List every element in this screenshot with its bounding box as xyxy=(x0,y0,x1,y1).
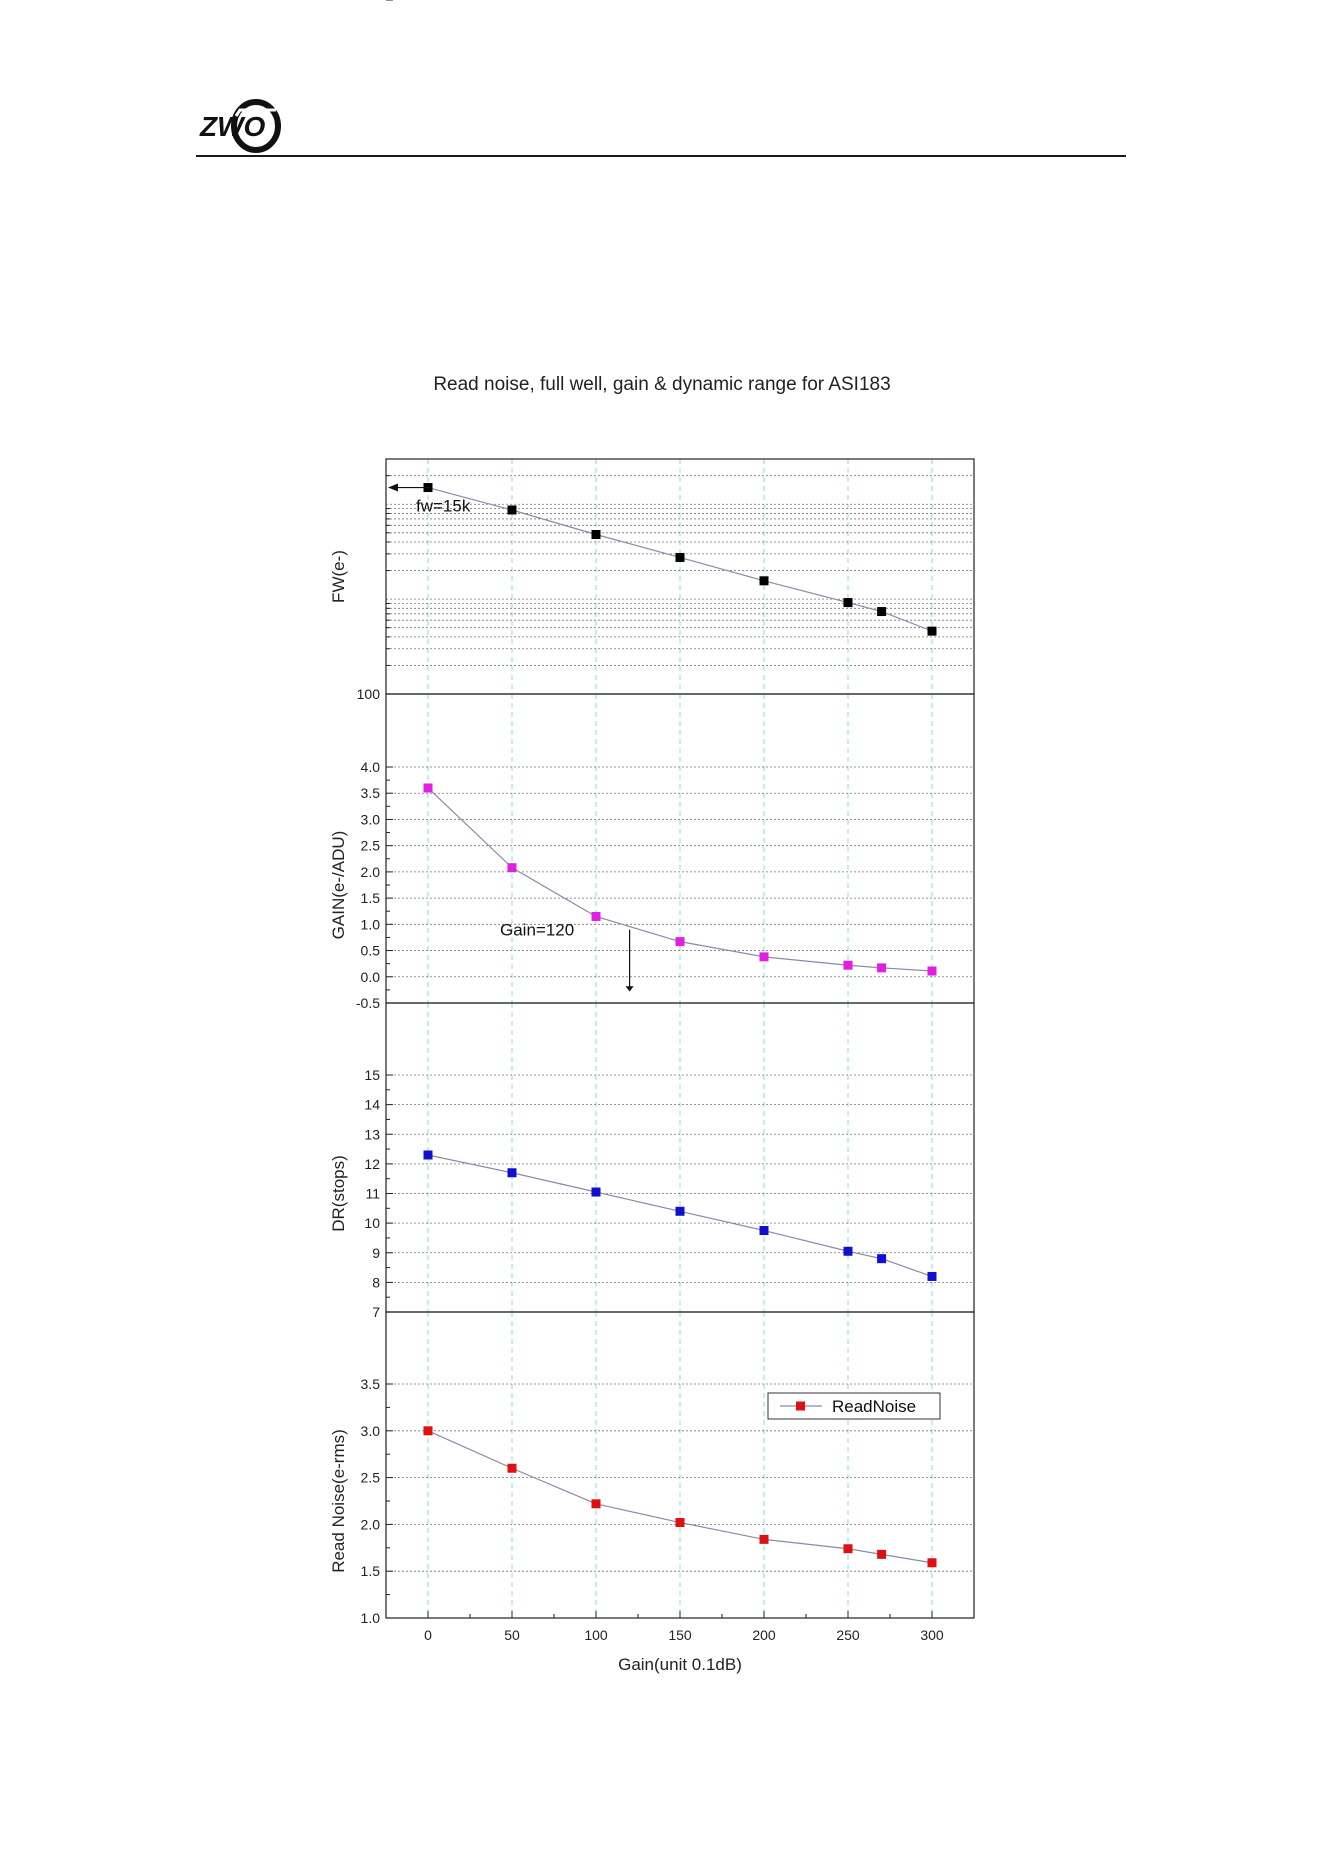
y-axis-title-gain: GAIN(e-/ADU) xyxy=(329,831,348,940)
data-point-gain xyxy=(760,952,769,961)
y-tick-label: 2.0 xyxy=(361,864,381,880)
legend-marker xyxy=(796,1402,805,1411)
y-tick-label: 1.5 xyxy=(361,890,381,906)
data-point-rn xyxy=(877,1550,886,1559)
data-point-dr xyxy=(508,1168,517,1177)
data-point-dr xyxy=(424,1150,433,1159)
y-tick-label: 7 xyxy=(372,1304,380,1320)
data-point-dr xyxy=(877,1254,886,1263)
x-axis-title: Gain(unit 0.1dB) xyxy=(618,1655,742,1674)
data-point-gain xyxy=(676,937,685,946)
y-tick-label: 1.0 xyxy=(361,916,381,932)
data-point-dr xyxy=(760,1226,769,1235)
x-tick-label: 100 xyxy=(584,1627,608,1643)
data-point-fw xyxy=(844,598,853,607)
x-tick-label: 250 xyxy=(836,1627,860,1643)
data-point-fw xyxy=(877,607,886,616)
y-tick-label: 0.0 xyxy=(361,969,381,985)
data-point-rn xyxy=(676,1518,685,1527)
y-tick-label: -0.5 xyxy=(356,995,380,1011)
data-point-gain xyxy=(928,967,937,976)
y-tick-label: 9 xyxy=(372,1245,380,1261)
y-tick-label: 2.5 xyxy=(361,838,381,854)
y-tick-label: 10 xyxy=(364,1215,380,1231)
y-tick-label: 3.0 xyxy=(361,811,381,827)
y-tick-label: 11 xyxy=(365,1186,380,1202)
y-tick-label: 12 xyxy=(364,1156,380,1172)
data-point-rn xyxy=(760,1535,769,1544)
data-point-gain xyxy=(508,863,517,872)
y-tick-label: 8 xyxy=(372,1274,380,1290)
data-point-dr xyxy=(844,1247,853,1256)
data-point-rn xyxy=(844,1544,853,1553)
legend-label: ReadNoise xyxy=(832,1397,916,1416)
y-tick-label: 3.0 xyxy=(361,1423,381,1439)
data-point-rn xyxy=(424,1426,433,1435)
y-tick-label: 1.5 xyxy=(361,1563,381,1579)
y-tick-label: 2.5 xyxy=(361,1470,381,1486)
data-point-dr xyxy=(676,1207,685,1216)
annotation-gain: Gain=120 xyxy=(500,921,574,940)
y-tick-label: 3.5 xyxy=(361,1376,381,1392)
y-tick-label: 3.5 xyxy=(361,785,381,801)
y-tick-label: 1.0 xyxy=(361,1610,381,1626)
y-tick-label: 100 xyxy=(357,686,381,702)
y-tick-label: 14 xyxy=(364,1097,380,1113)
y-axis-title-rn: Read Noise(e-rms) xyxy=(329,1429,348,1573)
annotation-arrowhead xyxy=(388,484,398,492)
y-tick-label: 0.5 xyxy=(361,943,381,959)
data-point-gain xyxy=(424,783,433,792)
annotation-fw: fw=15k xyxy=(416,497,471,516)
data-point-fw xyxy=(676,553,685,562)
y-axis-title-dr: DR(stops) xyxy=(329,1155,348,1232)
y-tick-label: 15 xyxy=(364,1067,380,1083)
data-point-gain xyxy=(877,963,886,972)
data-point-fw xyxy=(592,530,601,539)
x-tick-label: 150 xyxy=(668,1627,692,1643)
data-point-dr xyxy=(928,1272,937,1281)
data-point-dr xyxy=(592,1188,601,1197)
x-tick-label: 200 xyxy=(752,1627,776,1643)
data-point-fw xyxy=(760,576,769,585)
data-point-fw xyxy=(508,506,517,515)
x-tick-label: 300 xyxy=(920,1627,944,1643)
data-point-gain xyxy=(844,961,853,970)
y-axis-title-fw: FW(e-) xyxy=(329,550,348,603)
x-tick-label: 0 xyxy=(424,1627,432,1643)
y-tick-label: 13 xyxy=(364,1126,380,1142)
data-point-rn xyxy=(592,1499,601,1508)
y-tick-label: 4.0 xyxy=(361,759,381,775)
data-point-rn xyxy=(508,1464,517,1473)
y-tick-label: 2.0 xyxy=(361,1516,381,1532)
data-point-fw xyxy=(928,627,937,636)
x-tick-label: 50 xyxy=(504,1627,520,1643)
data-point-gain xyxy=(592,912,601,921)
annotation-arrowhead xyxy=(626,986,634,991)
data-point-rn xyxy=(928,1558,937,1567)
y-tick-label: 10k xyxy=(357,0,381,3)
